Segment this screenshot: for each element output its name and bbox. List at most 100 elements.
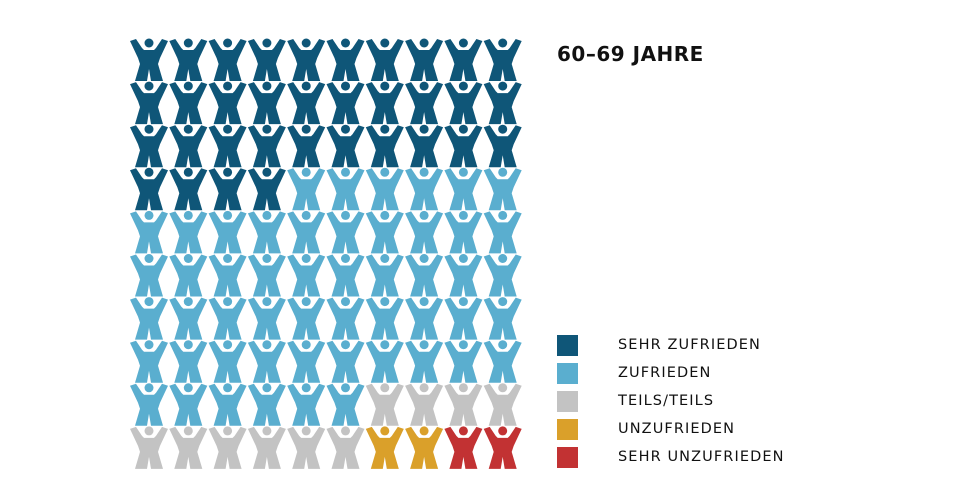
person-icon-zufrieden <box>169 383 208 426</box>
person-icon-zufrieden <box>169 210 208 254</box>
person-icon-sehr-zufrieden <box>365 38 404 81</box>
person-icon-sehr-zufrieden <box>247 38 286 81</box>
person-icon-zufrieden <box>444 210 483 254</box>
legend: SEHR ZUFRIEDEN ZUFRIEDEN TEILS/TEILS UNZ… <box>557 334 817 474</box>
legend-swatch-sehr-unzufrieden <box>557 447 578 468</box>
person-icon-zufrieden <box>287 167 326 211</box>
person-icon-zufrieden <box>483 340 522 383</box>
person-icon-zufrieden <box>130 340 168 383</box>
person-icon-sehr-zufrieden <box>326 124 365 168</box>
person-icon-sehr-zufrieden <box>130 167 168 211</box>
person-icon-sehr-zufrieden <box>444 81 483 125</box>
chart-title: 60–69 JAHRE <box>557 42 704 66</box>
person-icon-zufrieden <box>169 254 208 297</box>
person-icon-zufrieden <box>444 340 483 383</box>
legend-item-unzufrieden: UNZUFRIEDEN <box>557 418 817 446</box>
person-icon-zufrieden <box>365 340 404 383</box>
person-icon-unzufrieden <box>405 426 444 469</box>
person-icon-sehr-zufrieden <box>169 167 208 211</box>
person-icon-zufrieden <box>130 297 168 340</box>
person-icon-zufrieden <box>130 254 168 297</box>
person-icon-zufrieden <box>326 254 365 297</box>
person-icon-sehr-zufrieden <box>444 38 483 81</box>
person-icon-zufrieden <box>405 167 444 211</box>
person-icon-sehr-zufrieden <box>326 38 365 81</box>
person-icon-teils-teils <box>444 383 483 426</box>
person-icon-zufrieden <box>208 383 247 426</box>
person-icon-sehr-zufrieden <box>483 124 522 168</box>
legend-label-unzufrieden: UNZUFRIEDEN <box>618 421 736 437</box>
person-icon-zufrieden <box>483 254 522 297</box>
person-icon-zufrieden <box>326 167 365 211</box>
person-icon-sehr-zufrieden <box>130 124 168 168</box>
legend-label-sehr-unzufrieden: SEHR UNZUFRIEDEN <box>618 449 785 465</box>
person-icon-sehr-zufrieden <box>405 38 444 81</box>
person-icon-teils-teils <box>483 383 522 426</box>
person-icon-sehr-zufrieden <box>287 38 326 81</box>
person-icon-zufrieden <box>444 254 483 297</box>
person-icon-zufrieden <box>483 167 522 211</box>
person-icon-sehr-zufrieden <box>208 167 247 211</box>
person-icon-zufrieden <box>326 297 365 340</box>
legend-swatch-unzufrieden <box>557 419 578 440</box>
person-icon-zufrieden <box>208 210 247 254</box>
person-icon-zufrieden <box>326 210 365 254</box>
person-icon-sehr-zufrieden <box>130 81 168 125</box>
person-icon-sehr-zufrieden <box>247 81 286 125</box>
person-icon-sehr-zufrieden <box>169 124 208 168</box>
person-icon-zufrieden <box>365 210 404 254</box>
person-icon-zufrieden <box>247 383 286 426</box>
legend-label-zufrieden: ZUFRIEDEN <box>618 365 712 381</box>
person-icon-zufrieden <box>365 167 404 211</box>
person-icon-sehr-zufrieden <box>287 124 326 168</box>
person-icon-teils-teils <box>287 426 326 469</box>
person-icon-sehr-zufrieden <box>287 81 326 125</box>
legend-item-zufrieden: ZUFRIEDEN <box>557 362 817 390</box>
person-icon-sehr-zufrieden <box>247 167 286 211</box>
person-icon-sehr-zufrieden <box>208 124 247 168</box>
person-icon-teils-teils <box>247 426 286 469</box>
person-icon-teils-teils <box>169 426 208 469</box>
legend-swatch-zufrieden <box>557 363 578 384</box>
person-icon-zufrieden <box>444 167 483 211</box>
person-icon-unzufrieden <box>365 426 404 469</box>
person-icon-sehr-unzufrieden <box>444 426 483 469</box>
person-icon-sehr-zufrieden <box>444 124 483 168</box>
person-icon-sehr-zufrieden <box>208 38 247 81</box>
person-icon-zufrieden <box>287 340 326 383</box>
person-icon-sehr-zufrieden <box>483 38 522 81</box>
legend-swatch-sehr-zufrieden <box>557 335 578 356</box>
person-icon-zufrieden <box>247 297 286 340</box>
person-icon-zufrieden <box>208 254 247 297</box>
legend-item-sehr-zufrieden: SEHR ZUFRIEDEN <box>557 334 817 362</box>
person-icon-zufrieden <box>365 297 404 340</box>
person-icon-zufrieden <box>287 297 326 340</box>
person-icon-sehr-zufrieden <box>130 38 168 81</box>
person-icon-sehr-zufrieden <box>169 81 208 125</box>
person-icon-sehr-zufrieden <box>169 38 208 81</box>
person-icon-zufrieden <box>247 210 286 254</box>
person-icon-zufrieden <box>208 340 247 383</box>
person-icon-zufrieden <box>405 210 444 254</box>
person-icon-teils-teils <box>326 426 365 469</box>
legend-item-teils-teils: TEILS/TEILS <box>557 390 817 418</box>
person-icon-zufrieden <box>405 297 444 340</box>
person-icon-sehr-zufrieden <box>405 124 444 168</box>
person-icon-zufrieden <box>326 383 365 426</box>
person-icon-zufrieden <box>247 340 286 383</box>
person-icon-zufrieden <box>287 254 326 297</box>
legend-label-teils-teils: TEILS/TEILS <box>618 393 715 409</box>
person-icon-teils-teils <box>405 383 444 426</box>
person-icon-zufrieden <box>365 254 404 297</box>
person-icon-zufrieden <box>247 254 286 297</box>
person-icon-sehr-zufrieden <box>208 81 247 125</box>
person-icon-zufrieden <box>444 297 483 340</box>
person-icon-teils-teils <box>208 426 247 469</box>
person-icon-sehr-zufrieden <box>326 81 365 125</box>
person-icon-sehr-zufrieden <box>247 124 286 168</box>
person-icon-zufrieden <box>287 210 326 254</box>
person-icon-teils-teils <box>130 426 168 469</box>
person-icon-zufrieden <box>483 210 522 254</box>
person-icon-zufrieden <box>169 340 208 383</box>
